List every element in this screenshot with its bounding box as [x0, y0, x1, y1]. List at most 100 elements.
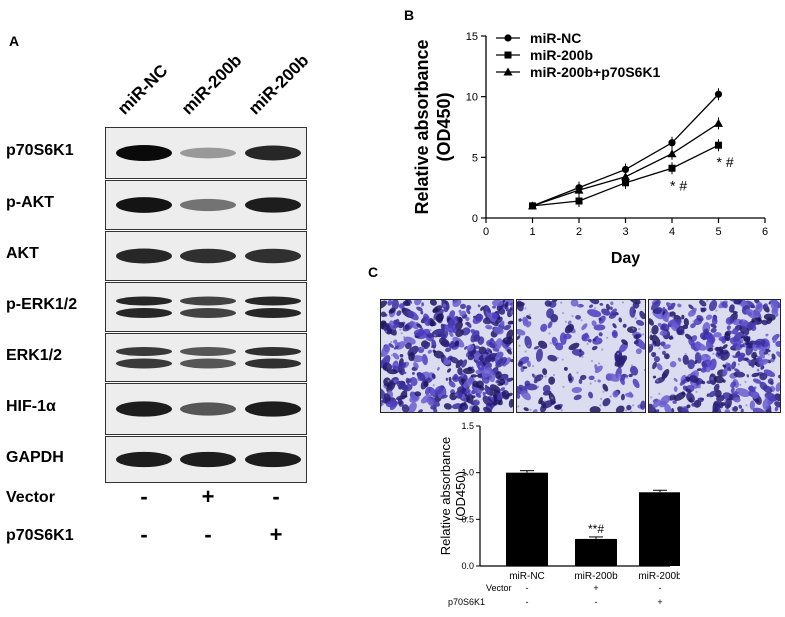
panel-c-label: C	[368, 264, 379, 280]
wb-band	[116, 358, 172, 369]
data-point	[714, 90, 723, 98]
migration-micrograph	[380, 299, 514, 413]
treatment-label: Vector	[486, 583, 512, 593]
data-point	[504, 51, 512, 59]
treatment-sign: -	[272, 484, 280, 509]
wb-band	[116, 451, 172, 468]
y-tick-label: 0.0	[461, 561, 474, 571]
wb-column-label: miR-200b	[244, 50, 313, 119]
x-tick-label: 6	[762, 226, 768, 238]
wb-band	[245, 248, 301, 264]
bar	[506, 472, 548, 566]
significance-annotation: **#	[588, 522, 604, 536]
legend-entry: miR-200b	[530, 47, 593, 63]
data-point	[621, 165, 630, 174]
data-point	[667, 149, 677, 158]
growth-line-chart: 0 1 2 3 4 5 6 0 5 10 15 Day Relative absorbance (OD45…	[412, 30, 768, 267]
data-point	[715, 141, 722, 149]
wb-blot-strip	[105, 383, 307, 435]
bar	[575, 538, 617, 566]
x-axis-label: Day	[611, 250, 640, 267]
wb-row-label: p70S6K1	[6, 142, 74, 159]
treatment-sign: -	[526, 583, 529, 593]
wb-row-label: AKT	[6, 245, 39, 262]
migration-micrograph	[648, 299, 781, 413]
wb-band	[180, 296, 236, 306]
category-label: miR-200b	[574, 571, 618, 582]
treatment-sign: -	[659, 583, 662, 593]
bar	[639, 492, 680, 566]
wb-band	[245, 451, 301, 468]
wb-column-label: miR-200b	[177, 50, 246, 119]
migration-bar-chart: 0.0 0.5 1.0 1.5 Relative absorbance(OD450) mi…	[438, 421, 680, 607]
wb-band	[180, 198, 236, 212]
category-label: miR-200b	[638, 571, 680, 582]
wb-band	[116, 401, 172, 417]
treatment-sign: +	[201, 484, 215, 509]
wb-band	[180, 347, 236, 356]
y-tick-label: 1.5	[461, 421, 474, 431]
migration-micrograph	[516, 299, 646, 413]
panel-a-label: A	[9, 33, 20, 49]
wb-blot-strip	[105, 333, 307, 382]
wb-row-label: p-AKT	[6, 194, 54, 211]
legend-entry: miR-NC	[530, 30, 581, 46]
wb-row-label: ERK1/2	[6, 346, 63, 364]
data-point	[574, 185, 584, 194]
y-axis-label: Relative absorbance(OD450)	[438, 437, 468, 556]
significance-annotation: * #	[670, 177, 687, 193]
wb-band	[180, 308, 236, 318]
data-point	[575, 197, 583, 205]
wb-band	[245, 197, 301, 213]
wb-blot-strip	[105, 436, 307, 483]
x-tick-label: 0	[483, 226, 489, 238]
wb-row-label: HIF-1α	[6, 398, 56, 415]
wb-band	[180, 451, 236, 468]
wb-band	[245, 145, 301, 161]
wb-blot-strip	[105, 282, 307, 332]
wb-blot-strip	[105, 180, 307, 230]
significance-annotation: * #	[717, 154, 734, 170]
wb-band	[116, 145, 172, 161]
data-point	[528, 201, 537, 210]
y-tick-label: 0	[472, 213, 478, 225]
treatment-sign: -	[140, 522, 148, 547]
data-point	[621, 172, 630, 181]
treatment-sign: +	[269, 522, 283, 547]
wb-band	[116, 347, 172, 356]
x-tick-label: 3	[622, 226, 628, 238]
data-point	[622, 179, 629, 187]
wb-band	[245, 347, 301, 356]
wb-row-label: GAPDH	[6, 448, 64, 466]
y-tick-label: 5	[472, 152, 478, 164]
treatment-label: p70S6K1	[448, 597, 485, 607]
wb-blot-strip	[105, 231, 307, 281]
data-point	[503, 67, 513, 76]
y-tick-label: 15	[466, 31, 478, 43]
legend-entry: miR-200b+p70S6K1	[530, 64, 661, 80]
wb-blot-strip	[105, 127, 307, 179]
panel-b-label: B	[404, 7, 415, 23]
x-tick-label: 4	[669, 226, 675, 238]
wb-column-label: miR-NC	[113, 60, 172, 119]
y-tick-label: 0.5	[461, 514, 474, 524]
treatment-sign: +	[657, 597, 662, 607]
data-point	[668, 164, 676, 172]
x-tick-label: 1	[529, 226, 535, 238]
treatment-sign: -	[526, 597, 529, 607]
y-tick-label: 10	[466, 92, 478, 104]
data-point	[668, 139, 676, 147]
treatment-sign: +	[593, 583, 598, 593]
wb-band	[245, 296, 301, 306]
wb-band	[116, 308, 172, 318]
wb-row-label: p-ERK1/2	[6, 296, 78, 313]
data-point	[714, 118, 723, 127]
wb-band	[180, 402, 236, 416]
series-line	[532, 93, 719, 207]
wb-band	[180, 147, 236, 159]
vector-label: Vector	[6, 489, 55, 506]
x-tick-label: 5	[715, 226, 721, 238]
category-label: miR-NC	[509, 571, 545, 582]
wb-band	[180, 358, 236, 369]
wb-band	[116, 248, 172, 264]
